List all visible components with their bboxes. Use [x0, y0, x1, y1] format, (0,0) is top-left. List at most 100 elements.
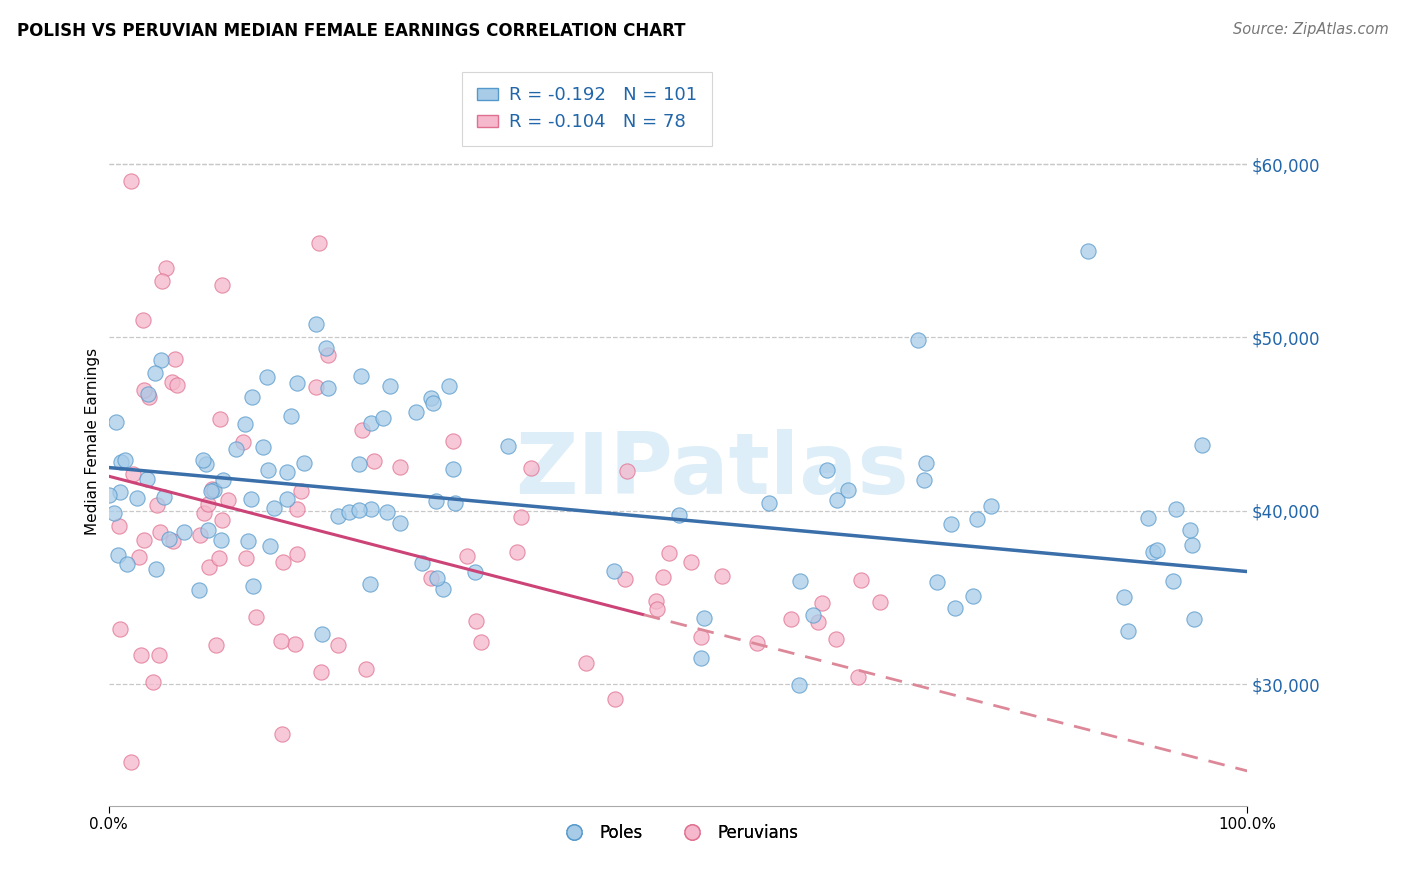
Point [316, 381, 339, 395]
Point [311, 665, 333, 679]
Point [801, 608, 824, 623]
Point [371, 410, 394, 425]
Point [689, 630, 711, 644]
Point [315, 341, 337, 355]
Text: Source: ZipAtlas.com: Source: ZipAtlas.com [1233, 22, 1389, 37]
Point [209, 412, 232, 426]
Point [197, 497, 219, 511]
Point [188, 527, 211, 541]
Point [211, 278, 233, 293]
Point [104, 415, 127, 429]
Point [420, 571, 443, 585]
Point [225, 442, 247, 457]
Point [308, 236, 330, 251]
Point [256, 463, 278, 477]
Point [114, 453, 136, 467]
Point [811, 596, 834, 610]
Point [915, 456, 938, 470]
Point [121, 467, 143, 482]
Point [437, 378, 460, 392]
Point [305, 379, 328, 393]
Point [108, 622, 131, 636]
Point [107, 548, 129, 562]
Point [311, 626, 333, 640]
Point [613, 572, 636, 586]
Point [187, 582, 209, 597]
Point [157, 532, 180, 546]
Point [145, 562, 167, 576]
Point [280, 409, 302, 423]
Point [464, 614, 486, 628]
Point [1178, 523, 1201, 537]
Point [758, 496, 780, 510]
Point [360, 416, 382, 430]
Point [148, 648, 170, 663]
Point [1191, 437, 1213, 451]
Point [359, 577, 381, 591]
Point [240, 390, 263, 404]
Point [605, 692, 627, 706]
Point [276, 465, 298, 479]
Point [510, 510, 533, 524]
Point [200, 484, 222, 499]
Point [350, 423, 373, 437]
Point [441, 434, 464, 449]
Point [197, 560, 219, 574]
Point [193, 506, 215, 520]
Point [980, 500, 1002, 514]
Point [1116, 624, 1139, 638]
Point [1166, 501, 1188, 516]
Point [166, 377, 188, 392]
Point [235, 417, 257, 432]
Point [907, 333, 929, 347]
Point [235, 551, 257, 566]
Point [146, 499, 169, 513]
Point [1077, 244, 1099, 258]
Point [837, 483, 859, 498]
Point [645, 602, 668, 616]
Point [939, 516, 962, 531]
Point [132, 383, 155, 397]
Point [456, 549, 478, 564]
Point [120, 174, 142, 188]
Point [869, 594, 891, 608]
Point [284, 638, 307, 652]
Point [162, 534, 184, 549]
Point [432, 582, 454, 596]
Point [205, 638, 228, 652]
Point [208, 551, 231, 566]
Point [966, 512, 988, 526]
Point [142, 675, 165, 690]
Point [745, 636, 768, 650]
Point [149, 524, 172, 539]
Point [444, 496, 467, 510]
Point [204, 483, 226, 497]
Point [1112, 590, 1135, 604]
Point [263, 500, 285, 515]
Point [316, 348, 339, 362]
Point [506, 545, 529, 559]
Point [380, 379, 402, 393]
Point [827, 492, 849, 507]
Point [256, 369, 278, 384]
Point [138, 387, 160, 401]
Point [127, 491, 149, 506]
Point [117, 557, 139, 571]
Point [128, 550, 150, 565]
Point [347, 502, 370, 516]
Point [350, 368, 373, 383]
Text: POLISH VS PERUVIAN MEDIAN FEMALE EARNINGS CORRELATION CHART: POLISH VS PERUVIAN MEDIAN FEMALE EARNING… [17, 22, 685, 40]
Point [681, 555, 703, 569]
Point [110, 455, 132, 469]
Point [645, 594, 668, 608]
Point [326, 509, 349, 524]
Point [824, 632, 846, 647]
Point [259, 539, 281, 553]
Text: ZIPatlas: ZIPatlas [515, 429, 908, 512]
Point [201, 482, 224, 496]
Point [108, 518, 131, 533]
Point [411, 556, 433, 570]
Point [136, 471, 159, 485]
Point [496, 439, 519, 453]
Point [252, 440, 274, 454]
